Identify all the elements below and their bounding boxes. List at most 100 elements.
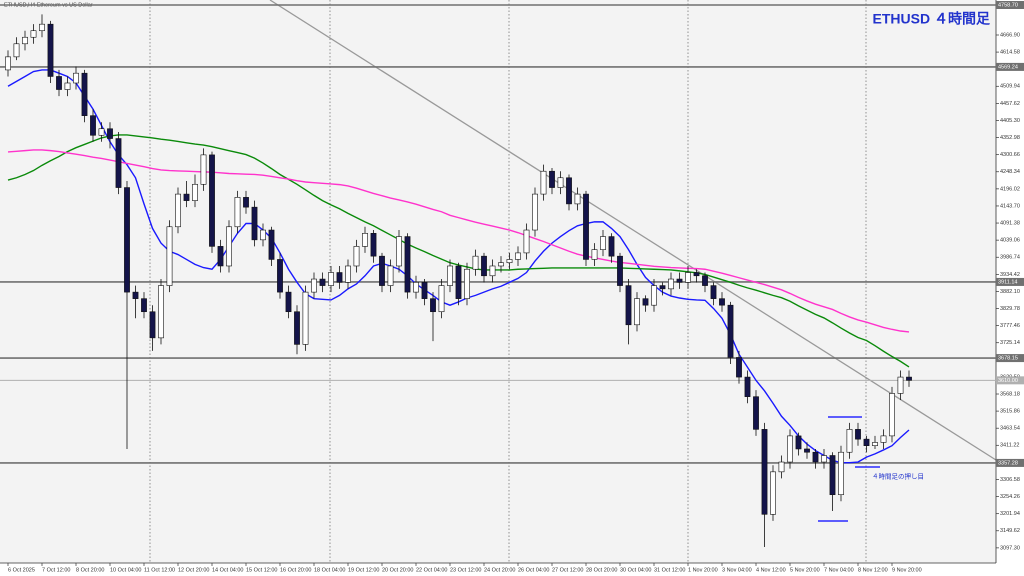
candle-body <box>676 278 683 283</box>
candle-body <box>47 23 54 77</box>
x-tick-label: 12 Oct 20:00 <box>178 567 210 573</box>
candle-body <box>175 193 181 228</box>
candle-body <box>22 36 28 45</box>
candle-body <box>413 282 419 293</box>
candle-body <box>515 252 521 260</box>
x-tick-label: 8 Oct 20:00 <box>76 567 104 573</box>
candle-body <box>787 435 793 463</box>
y-tick-label: 3411.22 <box>1000 443 1019 449</box>
y-tick-label: 3254.26 <box>1000 494 1020 500</box>
candle-body <box>651 285 657 306</box>
candle-body <box>540 170 547 195</box>
x-tick-label: 4 Nov 12:00 <box>756 567 786 573</box>
candle-body <box>897 376 904 394</box>
candle-body <box>192 183 198 201</box>
candle-body <box>532 193 538 231</box>
x-tick-label: 22 Oct 04:00 <box>416 567 448 573</box>
candle-body <box>5 56 11 71</box>
y-tick-label: 4196.02 <box>1000 186 1020 192</box>
candle-body <box>566 177 572 205</box>
candle-body <box>506 259 513 264</box>
candle-body <box>761 429 768 515</box>
candle-body <box>81 72 88 116</box>
candle-body <box>362 233 368 247</box>
candle-body <box>56 76 62 90</box>
candle-body <box>617 255 623 286</box>
candle-body <box>795 435 802 450</box>
y-tick-label: 3829.78 <box>1000 306 1020 312</box>
candle-body <box>744 376 751 397</box>
candle-body <box>600 236 606 250</box>
candle-body <box>149 311 156 339</box>
candle-body <box>251 206 258 241</box>
candle-body <box>438 285 445 313</box>
y-tick-label: 3934.42 <box>1000 272 1020 278</box>
x-tick-label: 20 Oct 20:00 <box>382 567 414 573</box>
x-tick-label: 1 Nov 20:00 <box>688 567 718 573</box>
candle-body <box>285 291 292 313</box>
trendline <box>269 0 997 461</box>
y-tick-label: 3515.86 <box>1000 409 1020 415</box>
y-tick-label: 4143.70 <box>1000 203 1020 209</box>
x-tick-label: 6 Oct 2025 <box>8 567 35 573</box>
candle-body <box>158 285 164 339</box>
candle-body <box>370 233 377 257</box>
y-tick-label: 3725.14 <box>1000 340 1020 346</box>
y-tick-label: 3568.18 <box>1000 391 1020 397</box>
level-label: 4758.70 <box>998 2 1018 8</box>
x-tick-label: 9 Nov 20:00 <box>892 567 922 573</box>
candle-body <box>90 115 96 136</box>
candle-body <box>855 429 861 440</box>
candle-body <box>778 461 785 473</box>
candle-body <box>455 265 462 299</box>
x-tick-label: 18 Oct 04:00 <box>314 567 346 573</box>
candle-body <box>336 272 343 283</box>
candle-body <box>736 357 742 378</box>
candle-body <box>642 298 649 306</box>
candle-body <box>906 376 912 381</box>
chart-title: ETHUSD ４時間足 <box>873 11 991 27</box>
markers <box>818 416 880 522</box>
candle-body <box>277 259 283 293</box>
candle-body <box>872 442 878 446</box>
level-label: 3357.28 <box>998 460 1018 466</box>
candle-body <box>124 187 130 293</box>
candle-body <box>693 272 700 277</box>
candle-body <box>710 285 717 299</box>
y-tick-label: 3882.10 <box>1000 289 1020 295</box>
x-tick-label: 7 Oct 12:00 <box>42 567 70 573</box>
candle-body <box>73 72 79 84</box>
candle-body <box>821 455 827 463</box>
candle-body <box>260 229 266 241</box>
level-label: 3911.14 <box>998 279 1017 285</box>
level-label: 3678.15 <box>998 356 1018 362</box>
candle-body <box>523 229 530 254</box>
candle-body <box>430 298 436 313</box>
y-tick-label: 4039.06 <box>1000 238 1020 244</box>
candle-body <box>591 249 598 260</box>
candle-body <box>226 226 232 267</box>
candle-body <box>345 265 351 283</box>
x-tick-label: 3 Nov 04:00 <box>722 567 752 573</box>
y-tick-label: 4614.58 <box>1000 50 1020 56</box>
x-tick-label: 7 Nov 04:00 <box>824 567 854 573</box>
y-tick-label: 3097.30 <box>1000 545 1020 551</box>
candle-body <box>838 451 844 496</box>
candle-body <box>489 265 496 277</box>
annotation: ４時間足の押し目 <box>872 472 924 481</box>
level-label: 3610.00 <box>998 378 1018 384</box>
candle-body <box>447 265 453 286</box>
candle-body <box>141 298 147 313</box>
candle-body <box>421 282 428 299</box>
y-tick-label: 3306.58 <box>1000 477 1020 483</box>
candle-body <box>804 448 810 453</box>
x-tick-label: 26 Oct 04:00 <box>518 567 550 573</box>
x-tick-label: 10 Oct 04:00 <box>110 567 142 573</box>
x-tick-label: 11 Oct 12:00 <box>144 567 175 573</box>
x-tick-label: 23 Oct 12:00 <box>450 567 482 573</box>
level-box <box>996 0 1024 9</box>
candle-body <box>294 311 300 345</box>
y-tick-label: 4666.90 <box>1000 32 1020 38</box>
candle-body <box>583 193 589 260</box>
